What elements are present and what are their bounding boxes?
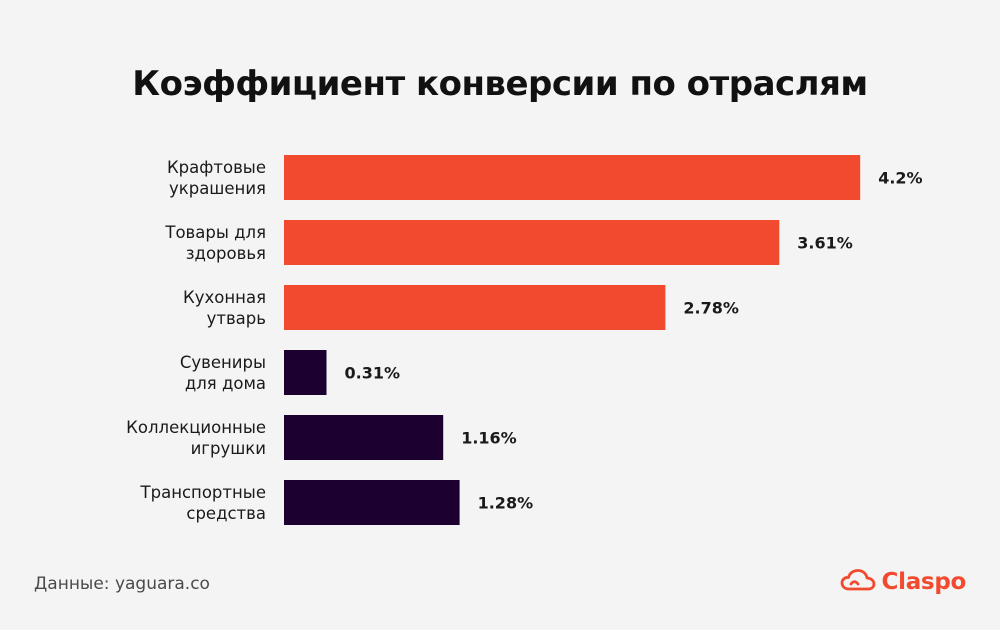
- category-label-1: Крафтовые украшения: [167, 158, 266, 198]
- category-label-4: Сувениры для дома: [180, 353, 266, 393]
- bar-4: [284, 350, 327, 395]
- value-label-6: 1.28%: [478, 494, 534, 513]
- bar-5: [284, 415, 444, 460]
- bar-3: [284, 285, 666, 330]
- cloud-icon: [840, 568, 876, 596]
- value-label-1: 4.2%: [878, 169, 922, 188]
- bar-2: [284, 220, 780, 265]
- bar-6: [284, 480, 460, 525]
- value-label-5: 1.16%: [461, 429, 517, 448]
- data-source: Данные: yaguara.co: [34, 574, 210, 594]
- brand-name: Claspo: [881, 569, 967, 595]
- value-label-3: 2.78%: [683, 299, 739, 318]
- value-label-4: 0.31%: [345, 364, 401, 383]
- chart-title: Коэффициент конверсии по отраслям: [132, 64, 868, 104]
- brand-logo: Claspo: [840, 568, 966, 596]
- category-label-5: Коллекционные игрушки: [126, 418, 266, 458]
- value-label-2: 3.61%: [797, 234, 853, 253]
- category-label-3: Кухонная утварь: [183, 288, 266, 328]
- bar-1: [284, 155, 861, 200]
- category-label-2: Товары для здоровья: [164, 223, 266, 263]
- category-label-6: Транспортные средства: [140, 483, 266, 523]
